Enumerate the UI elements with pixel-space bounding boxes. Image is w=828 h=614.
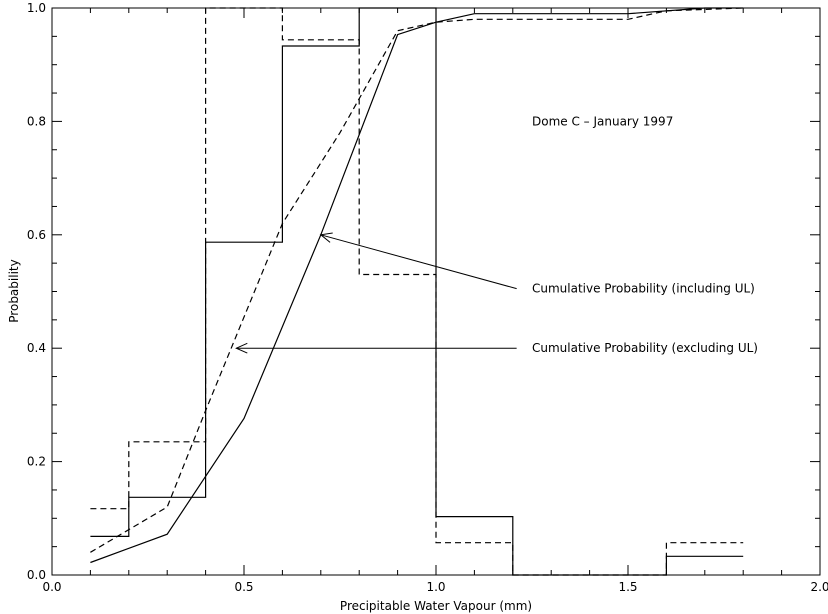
y-axis-title: Probability [7,259,21,322]
y-tick-label: 1.0 [27,1,46,15]
annotation-arrowhead [235,342,248,354]
annotation-arrow-line [320,234,517,290]
cumulative-dashed-line [90,7,744,553]
y-tick-label: 0.6 [27,228,46,242]
y-tick-label: 0.8 [27,114,46,128]
x-tick-label: 0.0 [42,580,61,594]
axis-tick-labels: 0.0 0.5 1.0 1.5 2.0 0.0 0.2 0.4 0.6 0.8 1.0 [27,1,828,594]
y-tick-label: 0.4 [27,341,46,355]
x-tick-label: 2.0 [810,580,828,594]
series-layer [90,7,744,576]
histogram-dashed-line [90,7,744,576]
annotation-excl: Cumulative Probability (excluding UL) [532,341,758,355]
x-axis-title: Precipitable Water Vapour (mm) [340,599,532,613]
x-tick-label: 1.0 [426,580,445,594]
x-tick-label: 0.5 [234,580,253,594]
y-tick-label: 0.0 [27,568,46,582]
annotation-layer: Dome C – January 1997 Cumulative Probabil… [235,114,758,355]
annotation-dome: Dome C – January 1997 [532,114,673,128]
y-tick-label: 0.2 [27,455,46,469]
histogram-solid-line [90,7,744,576]
annotation-incl: Cumulative Probability (including UL) [532,282,755,296]
x-tick-label: 1.5 [618,580,637,594]
annotation-arrowhead [319,232,333,243]
